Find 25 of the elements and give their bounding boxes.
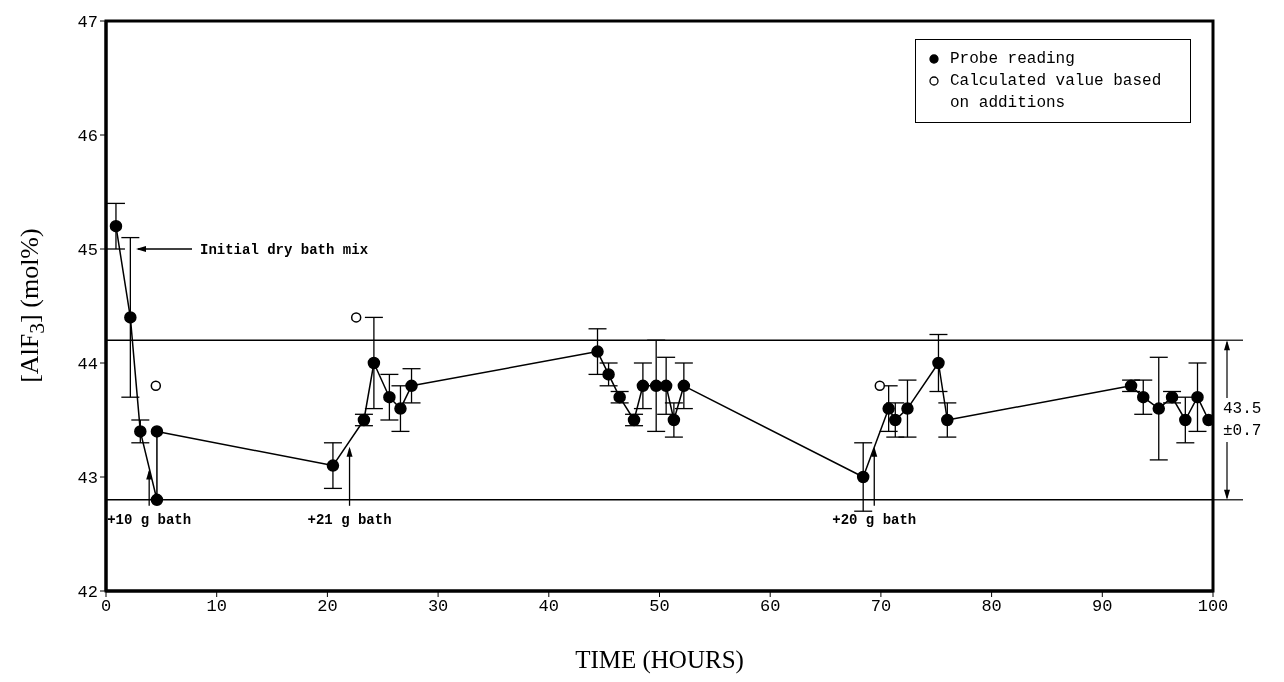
legend-label: Calculated value based on additions: [950, 71, 1163, 114]
y-tick-label: 44: [77, 355, 98, 375]
y-tick-label: 42: [77, 583, 98, 603]
y-tick-label: 45: [77, 241, 98, 261]
legend-label: Probe reading: [950, 49, 1075, 70]
annotation: +20 g bath: [832, 511, 917, 528]
text: 43.5 ±0.7: [1223, 398, 1273, 442]
x-tick-label: 0: [100, 597, 112, 617]
annotation: Initial dry bath mix: [200, 242, 369, 258]
x-tick-label: 50: [649, 597, 670, 617]
x-tick-label: 30: [427, 597, 449, 617]
annotation: +21 g bath: [307, 511, 392, 528]
x-tick-label: 80: [981, 597, 1002, 617]
x-tick-label: 60: [760, 597, 781, 617]
annotation: +10 g bath: [107, 511, 192, 528]
x-tick-label: 70: [870, 597, 892, 617]
x-tick-label: 90: [1092, 597, 1113, 617]
x-tick-label: 100: [1197, 597, 1229, 617]
x-tick-label: 40: [538, 597, 559, 617]
x-tick-label: 10: [206, 597, 227, 617]
x-axis-title: TIME (HOURS): [575, 646, 744, 674]
x-tick-label: 20: [317, 597, 338, 617]
y-tick-label: 43: [77, 469, 98, 489]
y-tick-label: 47: [77, 13, 98, 33]
y-tick-label: 46: [77, 127, 98, 147]
